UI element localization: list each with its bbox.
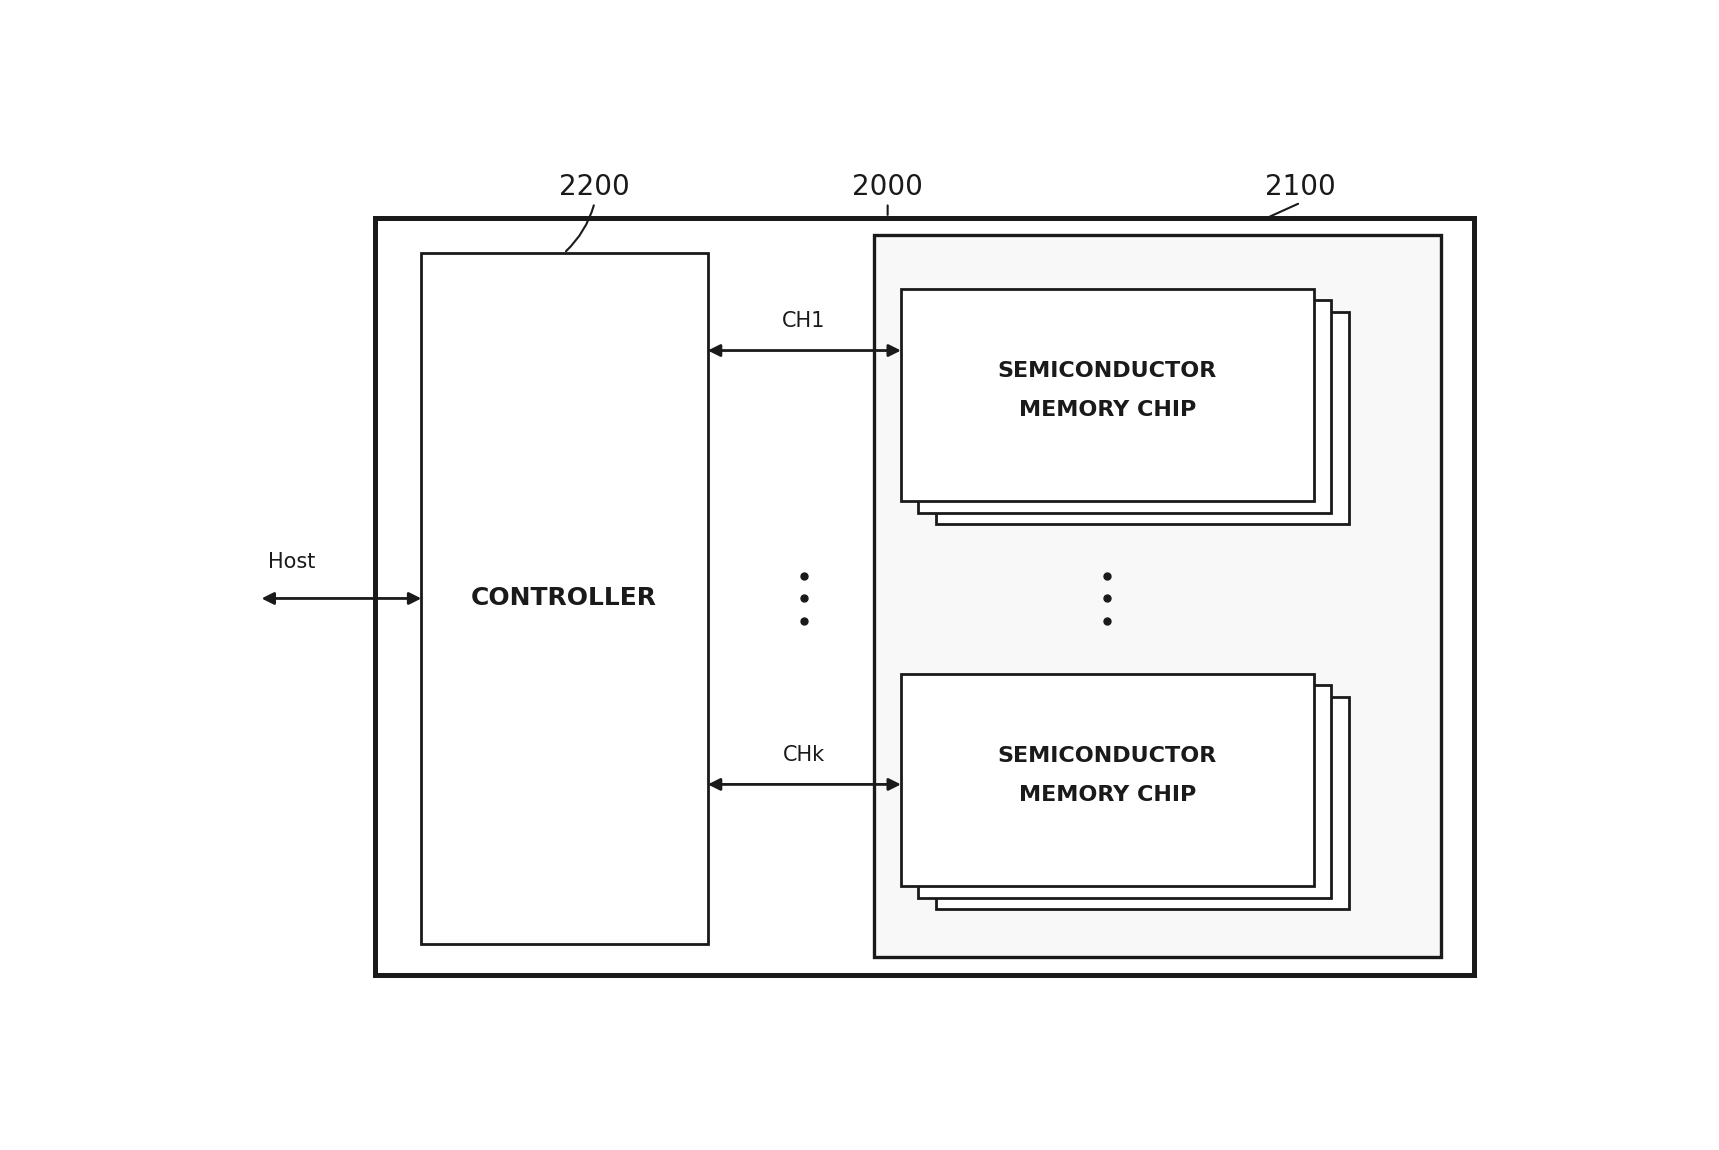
- Text: SEMICONDUCTOR: SEMICONDUCTOR: [997, 361, 1217, 381]
- Bar: [935, 697, 1349, 910]
- Bar: [918, 685, 1331, 898]
- Text: 2000: 2000: [853, 172, 923, 201]
- Bar: [421, 253, 708, 944]
- Text: CH1: CH1: [782, 310, 825, 331]
- Text: 2200: 2200: [559, 172, 629, 201]
- Text: CHk: CHk: [782, 745, 825, 765]
- Text: CONTROLLER: CONTROLLER: [471, 586, 657, 611]
- Text: Host: Host: [268, 552, 316, 572]
- Bar: [918, 300, 1331, 513]
- Bar: [875, 236, 1441, 957]
- Text: SEMICONDUCTOR: SEMICONDUCTOR: [997, 746, 1217, 766]
- Bar: [901, 289, 1313, 501]
- Bar: [935, 312, 1349, 524]
- Bar: [901, 674, 1313, 887]
- Text: MEMORY CHIP: MEMORY CHIP: [1019, 400, 1196, 420]
- Bar: [375, 217, 1473, 975]
- Text: MEMORY CHIP: MEMORY CHIP: [1019, 785, 1196, 805]
- Text: 2100: 2100: [1265, 172, 1336, 201]
